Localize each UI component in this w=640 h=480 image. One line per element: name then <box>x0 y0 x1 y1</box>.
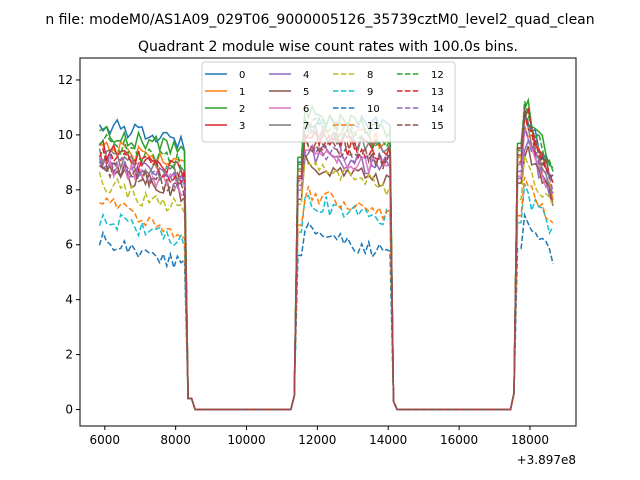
x-axis: 6000 8000 10000 12000 14000 16000 18000 <box>90 426 549 447</box>
legend-label: 2 <box>239 104 245 115</box>
legend-label: 8 <box>367 70 373 81</box>
legend-label: 9 <box>367 87 373 98</box>
x-offset-label: +3.897e8 <box>517 453 576 467</box>
y-tick-label: 2 <box>65 348 73 362</box>
y-tick-label: 4 <box>65 293 73 307</box>
series-line-14 <box>98 125 554 411</box>
y-axis: 0 2 4 6 8 10 12 <box>58 73 80 417</box>
y-tick-label: 6 <box>65 238 73 252</box>
x-tick-label: 6000 <box>90 433 121 447</box>
series-line-8 <box>98 155 554 411</box>
legend-label: 14 <box>431 104 444 115</box>
x-tick-label: 10000 <box>227 433 265 447</box>
series-line-10 <box>98 212 554 411</box>
legend-label: 4 <box>303 70 309 81</box>
x-tick-label: 18000 <box>511 433 549 447</box>
chart-title: Quadrant 2 module wise count rates with … <box>138 39 518 55</box>
y-tick-label: 0 <box>65 403 73 417</box>
series-line-11 <box>99 176 554 411</box>
y-tick-label: 10 <box>58 128 73 142</box>
series-line-15 <box>99 107 554 411</box>
legend-label: 11 <box>367 121 380 132</box>
legend-label: 10 <box>367 104 380 115</box>
series-lines <box>98 97 554 411</box>
y-tick-label: 8 <box>65 183 73 197</box>
legend-label: 6 <box>303 104 309 115</box>
y-tick-label: 12 <box>58 73 73 87</box>
legend-label: 13 <box>431 87 444 98</box>
legend-label: 0 <box>239 70 245 81</box>
legend-label: 5 <box>303 87 309 98</box>
legend-label: 3 <box>239 121 245 132</box>
legend-label: 15 <box>431 121 444 132</box>
x-tick-label: 8000 <box>160 433 191 447</box>
x-tick-label: 12000 <box>298 433 336 447</box>
legend-box <box>201 61 456 143</box>
legend-label: 7 <box>303 121 309 132</box>
legend-label: 12 <box>431 70 444 81</box>
x-tick-label: 14000 <box>369 433 407 447</box>
series-line-5 <box>98 145 554 411</box>
figure-suptitle: n file: modeM0/AS1A09_029T06_9000005126_… <box>45 12 594 28</box>
x-tick-label: 16000 <box>440 433 478 447</box>
plot-frame <box>79 57 577 427</box>
series-line-9 <box>98 183 554 411</box>
legend-label: 1 <box>239 87 245 98</box>
